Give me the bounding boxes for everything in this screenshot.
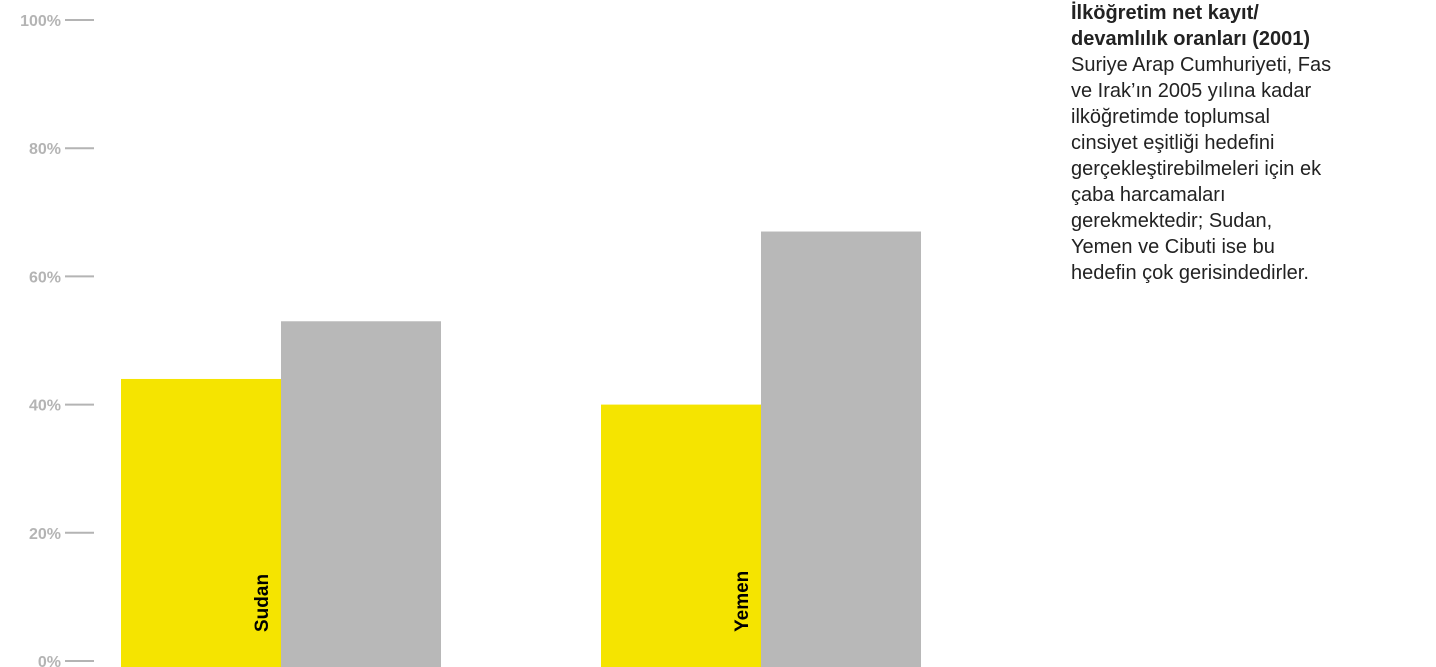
caption-body: Suriye Arap Cumhuriyeti, Fas ve Irak’ın … [1071, 54, 1332, 284]
category-labels: SudanYemenCibuti [252, 571, 753, 632]
y-axis: 0% 20% 40% 60% 80% 100% [20, 13, 94, 667]
y-tick-label: 40% [29, 398, 61, 415]
y-tick-label: 100% [20, 13, 61, 30]
bars [121, 231, 921, 667]
bar-sudan-1 [121, 378, 281, 667]
caption-title: İlköğretim net kayıt/ devamlılık oranlar… [1071, 2, 1311, 50]
category-label-yemen: Yemen [732, 571, 753, 632]
y-tick-label: 20% [29, 526, 61, 543]
y-tick-label: 80% [29, 141, 61, 158]
y-tick-label: 60% [29, 269, 61, 286]
category-label-sudan: Sudan [252, 574, 273, 632]
chart-caption: İlköğretim net kayıt/ devamlılık oranlar… [1071, 0, 1431, 286]
bar-yemen-1 [601, 404, 761, 667]
bar-sudan-2 [281, 321, 441, 667]
y-tick-label: 0% [38, 654, 61, 667]
bar-yemen-2 [761, 231, 921, 667]
bar-chart: 0%20%40%60%80%100% SudanYemenCibuti [20, 13, 921, 667]
